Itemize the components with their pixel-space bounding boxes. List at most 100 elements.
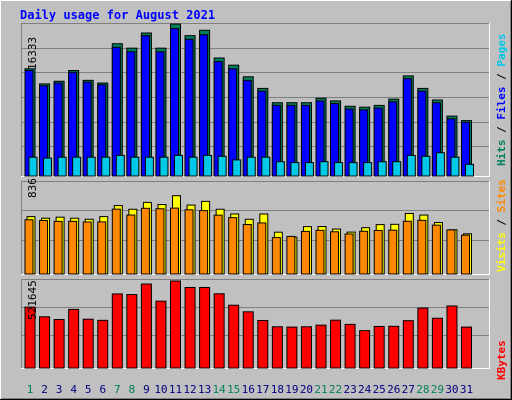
- pages-bar: [377, 161, 387, 177]
- pages-bar: [159, 156, 169, 177]
- kbytes-bar: [242, 311, 254, 369]
- pages-bar: [290, 162, 300, 177]
- pages-bar: [421, 155, 431, 177]
- day-label: 28: [416, 383, 429, 396]
- pages-bar: [115, 154, 125, 177]
- pages-bar: [101, 156, 111, 177]
- day-labels: 1 2 3 4 5 6 7 8 9 10 11 12 13 14 15 16 17 18 19 20 21 22 23 24 2…: [27, 383, 473, 396]
- kbytes-bar: [155, 300, 167, 369]
- sites-bar: [213, 214, 223, 275]
- sites-bar: [446, 229, 456, 275]
- day-label: 4: [70, 383, 77, 396]
- kbytes-bar: [53, 319, 65, 369]
- kbytes-bar: [82, 318, 94, 369]
- sites-bar: [140, 207, 150, 275]
- sites-bar: [402, 220, 412, 275]
- kbytes-bar: [402, 320, 414, 369]
- files-bar: [184, 38, 194, 177]
- top-max-label: 16333: [26, 37, 39, 70]
- sites-bar: [344, 233, 354, 275]
- sites-bar: [39, 220, 49, 275]
- day-label: 19: [285, 383, 298, 396]
- sites-bar: [373, 229, 383, 275]
- day-label: 16: [242, 383, 255, 396]
- day-label: 21: [314, 383, 327, 396]
- pages-bar: [188, 156, 198, 177]
- pages-bar: [232, 159, 242, 177]
- day-label: 29: [431, 383, 444, 396]
- kbytes-bar: [359, 330, 371, 369]
- day-label: 27: [402, 383, 415, 396]
- sites-bar: [53, 220, 63, 275]
- legend-entry: Visits: [495, 232, 508, 272]
- legend-entry: KBytes: [495, 340, 508, 380]
- legend-entry: /: [495, 212, 508, 232]
- day-label: 11: [169, 383, 182, 396]
- pages-bar: [28, 156, 38, 177]
- kbytes-panel: [21, 279, 490, 369]
- sites-bar: [228, 217, 238, 275]
- chart-title: Daily usage for August 2021: [20, 8, 215, 22]
- sites-bar: [315, 229, 325, 275]
- files-bar: [140, 35, 150, 177]
- pages-bar: [43, 157, 53, 177]
- sites-bar: [330, 231, 340, 275]
- day-label: 23: [343, 383, 356, 396]
- kbytes-bar: [461, 326, 472, 369]
- pages-bar: [363, 162, 373, 177]
- sites-bar: [68, 220, 78, 275]
- day-label: 10: [154, 383, 167, 396]
- pages-bar: [57, 156, 67, 177]
- visits-sites-panel: [21, 181, 490, 275]
- pages-bar: [348, 162, 358, 177]
- pages-bar: [406, 154, 416, 177]
- kbytes-bar: [68, 308, 80, 369]
- pages-bar: [450, 156, 460, 177]
- kbytes-bar: [373, 325, 385, 369]
- legend-entry: /: [495, 120, 508, 140]
- visits-sites-legend: Visits / Sites: [495, 179, 508, 272]
- kbytes-bar: [431, 317, 443, 369]
- day-label: 9: [143, 383, 150, 396]
- pages-bar: [304, 162, 314, 177]
- legend-entry: Pages: [495, 34, 508, 67]
- sites-bar: [271, 237, 281, 275]
- day-label: 24: [358, 383, 372, 396]
- day-label: 17: [256, 383, 269, 396]
- pages-bar: [144, 156, 154, 177]
- sites-bar: [199, 210, 209, 275]
- kbytes-bar: [286, 326, 298, 369]
- day-label: 20: [300, 383, 313, 396]
- day-label: 1: [27, 383, 34, 396]
- legend-entry: Hits: [495, 140, 508, 167]
- pages-bar: [217, 155, 227, 177]
- kbytes-bar: [140, 283, 152, 369]
- sites-bar: [461, 234, 470, 275]
- kbytes-bar: [300, 326, 312, 369]
- files-bar: [170, 28, 179, 177]
- kbytes-bar: [228, 304, 240, 369]
- day-label: 13: [198, 383, 211, 396]
- sites-bar: [24, 219, 34, 275]
- sites-bar: [359, 230, 369, 275]
- kbytes-bar: [417, 307, 429, 369]
- kbytes-bar: [344, 323, 356, 369]
- kbytes-bar: [388, 325, 400, 369]
- hits-files-pages-panel: [21, 23, 490, 177]
- kbytes-bar: [111, 293, 123, 369]
- day-label: 12: [183, 383, 196, 396]
- kbytes-bar: [257, 319, 269, 369]
- day-label: 8: [129, 383, 136, 396]
- day-label: 15: [227, 383, 240, 396]
- kbytes-bar: [330, 319, 342, 369]
- sites-bar: [126, 214, 136, 275]
- kbytes-bar: [126, 294, 138, 369]
- legend-entry: /: [495, 67, 508, 87]
- day-label: 6: [99, 383, 106, 396]
- sites-bar: [97, 221, 107, 275]
- day-label: 2: [41, 383, 48, 396]
- pages-bar: [319, 161, 329, 177]
- kbytes-bar: [315, 324, 327, 369]
- sites-bar: [82, 221, 92, 275]
- pages-bar: [130, 156, 140, 177]
